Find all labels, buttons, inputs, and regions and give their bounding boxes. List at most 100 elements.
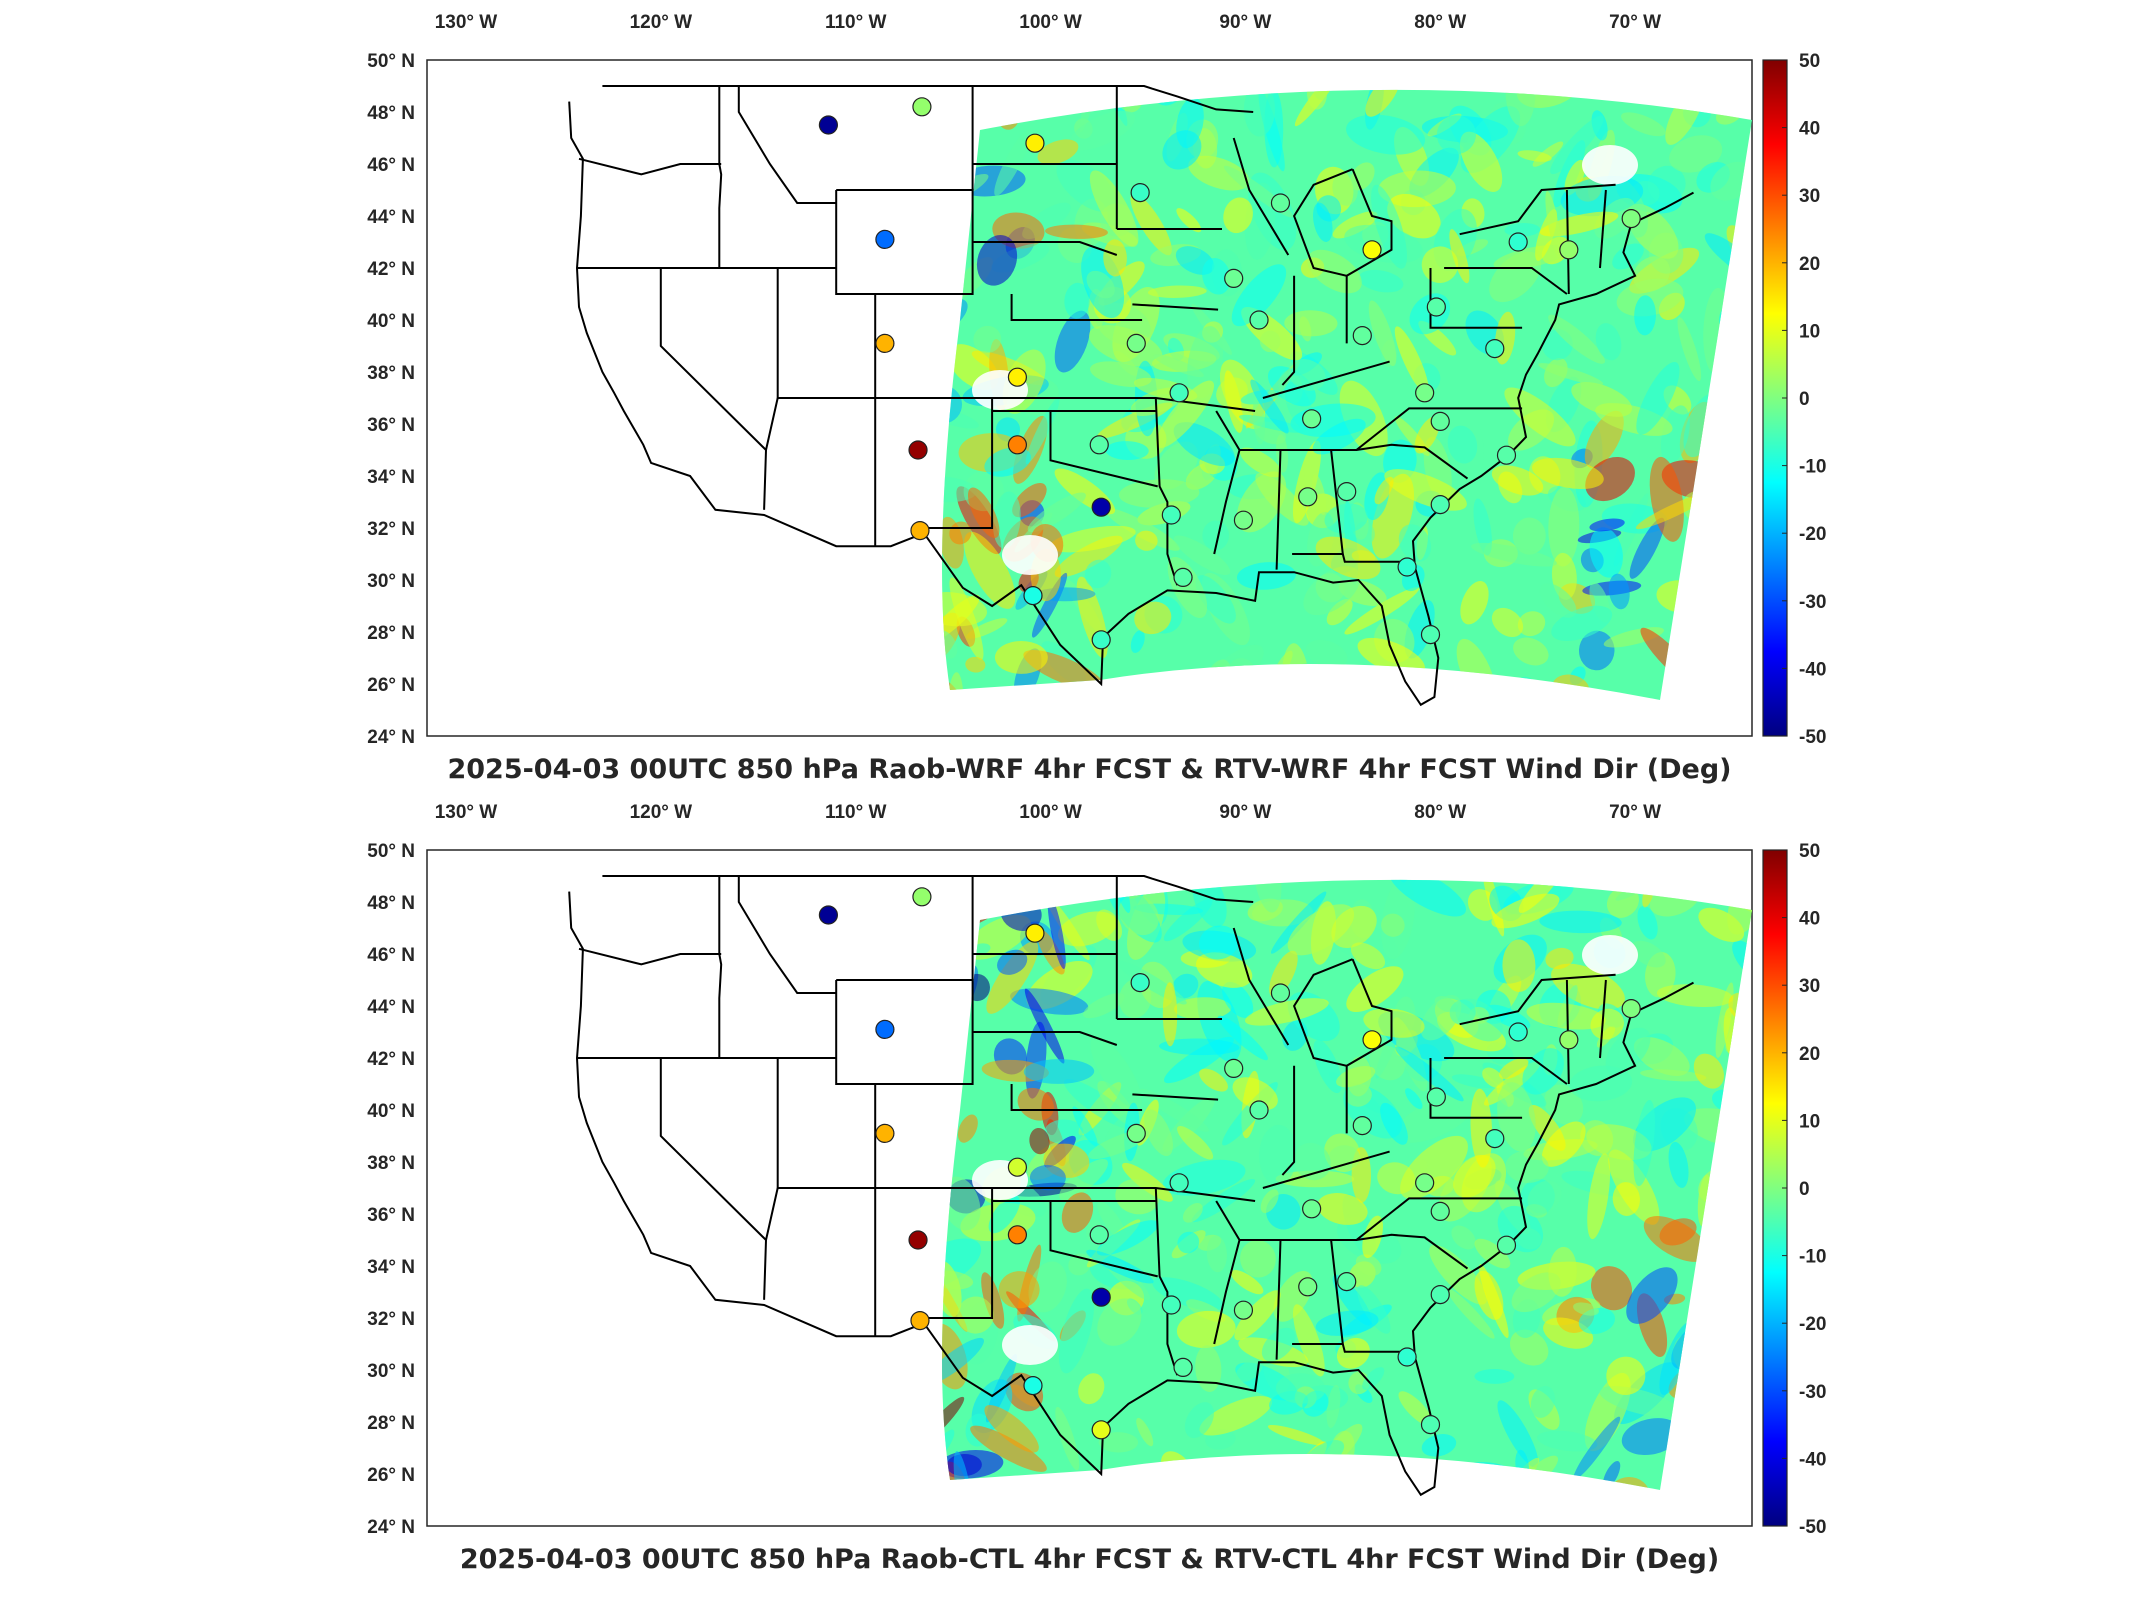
raob-station-marker (1337, 1272, 1357, 1292)
state-line (763, 1187, 779, 1300)
raob-station-marker (1233, 510, 1254, 530)
state-line (1356, 443, 1469, 480)
raob-station-marker (1621, 999, 1641, 1019)
state-line (718, 876, 723, 1058)
lat-tick-label: 36° N (367, 415, 415, 436)
colorbar-tick-label: 10 (1799, 321, 1820, 342)
lon-tick-label: 130° W (435, 12, 498, 33)
lat-tick-label: 42° N (367, 1049, 415, 1070)
colorbar-tick-label: 30 (1799, 976, 1820, 997)
lon-tick-label: 80° W (1414, 802, 1466, 823)
state-line (972, 241, 1118, 256)
state-line (1239, 1197, 1523, 1241)
raob-station-marker (1023, 1375, 1043, 1396)
wind-dir-field (942, 89, 1752, 701)
raob-station-marker (1415, 383, 1435, 403)
colorbar-tick-label: 0 (1799, 389, 1810, 410)
colorbar-tick-label: 20 (1799, 254, 1820, 275)
raob-station-marker (1559, 1030, 1579, 1050)
state-line (737, 876, 837, 994)
lon-tick-label: 110° W (825, 12, 887, 33)
raob-station-marker (912, 887, 932, 907)
raob-station-marker (1270, 983, 1291, 1003)
state-line (1444, 267, 1568, 295)
lat-tick-label: 32° N (367, 519, 415, 540)
state-line (1239, 407, 1523, 451)
lon-tick-label: 70° W (1609, 12, 1661, 33)
raob-station-marker (875, 1019, 895, 1039)
lat-tick-label: 42° N (367, 259, 415, 280)
raob-station-marker (1430, 1201, 1450, 1221)
lat-tick-label: 50° N (367, 51, 415, 72)
state-line (1292, 168, 1393, 277)
lon-tick-label: 80° W (1414, 12, 1466, 33)
lat-tick-label: 46° N (367, 945, 415, 966)
colorbar-tick-label: 40 (1799, 119, 1820, 140)
top-map-figure: 130° W 120° W 110° W 100° W 90° W 80° W 70° W 5… (367, 12, 1826, 785)
lat-tick-label: 26° N (367, 1465, 415, 1486)
state-line (1010, 1084, 1143, 1111)
raob-station-marker (910, 1310, 930, 1331)
state-line (835, 189, 974, 295)
raob-station-marker (875, 1123, 895, 1143)
state-line (1232, 927, 1290, 1046)
state-boundaries (568, 85, 1694, 707)
lon-tick-label: 120° W (630, 802, 693, 823)
raob-station-marker (1362, 1030, 1382, 1050)
raob-station-marker (875, 229, 895, 249)
top-map-panel: 130° W 120° W 110° W 100° W 90° W 80° W 70° W 5… (0, 0, 2133, 790)
raob-station-marker (1091, 1287, 1111, 1307)
colorbar-tick-label: -50 (1799, 727, 1826, 748)
state-line (1213, 1200, 1241, 1345)
colorbar-tick-label: 10 (1799, 1111, 1820, 1132)
state-line (835, 979, 974, 1085)
lat-tick-label: 40° N (367, 311, 415, 332)
state-line (1599, 979, 1607, 1059)
colorbar-tick-label: -50 (1799, 1517, 1826, 1538)
raob-station-marker (1415, 1173, 1435, 1193)
lat-tick-label: 32° N (367, 1309, 415, 1330)
raob-station-marker (1249, 1100, 1269, 1120)
lon-tick-label: 90° W (1219, 12, 1271, 33)
lat-tick-label: 50° N (367, 841, 415, 862)
panel-title: 2025-04-03 00UTC 850 hPa Raob-CTL 4hr FC… (460, 1544, 1719, 1575)
raob-station-marker (818, 905, 838, 925)
state-line (659, 268, 767, 451)
bottom-map-figure: 130° W 120° W 110° W 100° W 90° W 80° W 70° W 5… (367, 802, 1826, 1575)
colorbar-tick-label: 0 (1799, 1179, 1810, 1200)
raob-station-marker (1224, 268, 1244, 288)
state-line (1154, 1187, 1179, 1376)
raob-station-marker (1173, 1357, 1193, 1378)
state-line (763, 397, 779, 510)
colorbar-tick-label: -20 (1799, 524, 1826, 545)
raob-station-marker (1496, 1235, 1517, 1255)
lon-tick-label: 90° W (1219, 802, 1271, 823)
state-line (578, 947, 722, 966)
raob-station-marker (1508, 232, 1528, 252)
state-line (1444, 1057, 1568, 1085)
raob-station-marker (1091, 630, 1111, 650)
colorbar-tick-label: -10 (1799, 1247, 1826, 1268)
raob-station-marker (875, 333, 895, 353)
raob-station-marker (1173, 567, 1193, 588)
colorbar-tick-label: -30 (1799, 1382, 1826, 1403)
raob-station-marker (1337, 482, 1357, 502)
raob-station-marker (1426, 1087, 1446, 1107)
state-line (737, 86, 837, 204)
raob-station-marker (1089, 435, 1109, 455)
lat-tick-label: 38° N (367, 363, 415, 384)
colorbar-tick-label: 50 (1799, 51, 1820, 72)
raob-station-marker (1302, 1199, 1322, 1219)
raob-station-marker (1426, 297, 1446, 317)
state-line (776, 268, 1256, 412)
raob-station-marker (1224, 1058, 1244, 1078)
state-boundaries (568, 875, 1694, 1497)
state-line (1262, 360, 1390, 399)
lat-tick-label: 34° N (367, 1257, 415, 1278)
colorbar-tick-label: -20 (1799, 1314, 1826, 1335)
raob-station-marker (1362, 240, 1382, 260)
state-line (1459, 183, 1616, 236)
state-line (1232, 137, 1290, 256)
lat-tick-label: 24° N (367, 1517, 415, 1538)
state-line (1132, 303, 1219, 311)
